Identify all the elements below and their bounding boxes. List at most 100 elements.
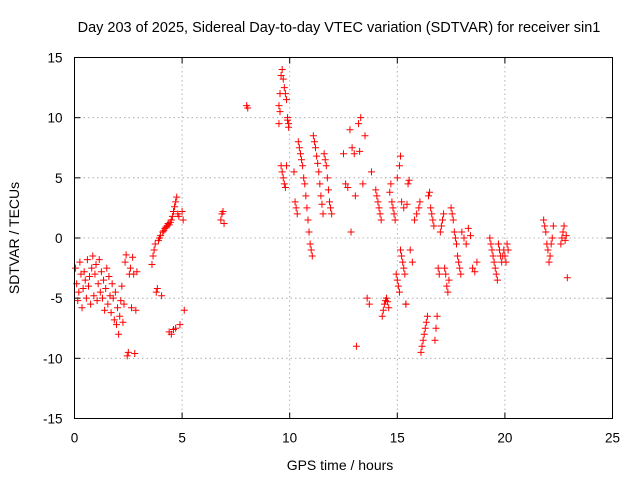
data-point: [108, 280, 116, 288]
data-point: [323, 174, 331, 182]
data-point: [176, 321, 184, 329]
data-point: [340, 150, 347, 158]
data-point: [392, 270, 400, 278]
data-point: [304, 216, 312, 224]
data-point: [86, 273, 94, 281]
data-point: [179, 216, 187, 224]
data-point: [148, 260, 156, 268]
data-point: [284, 116, 292, 124]
data-point: [450, 228, 458, 236]
data-point: [466, 232, 474, 240]
data-point: [379, 306, 387, 314]
data-point: [426, 188, 434, 196]
data-point: [444, 288, 452, 296]
data-point: [90, 292, 98, 300]
data-point: [348, 144, 356, 152]
data-point: [316, 180, 324, 188]
data-point: [279, 174, 287, 182]
data-point: [493, 276, 501, 284]
data-point: [401, 270, 409, 278]
data-point: [150, 246, 158, 254]
data-point: [217, 216, 225, 224]
data-point: [391, 216, 399, 224]
data-point: [449, 216, 457, 224]
data-point: [278, 66, 286, 74]
data-point: [295, 144, 303, 152]
data-point: [279, 75, 287, 83]
data-point: [281, 90, 289, 98]
data-point: [220, 220, 228, 228]
data-point: [431, 336, 439, 344]
data-point: [435, 270, 443, 278]
data-point: [562, 232, 570, 240]
data-point: [117, 297, 125, 305]
data-point: [402, 300, 410, 308]
data-point: [322, 162, 330, 170]
data-point: [423, 312, 431, 320]
data-point: [319, 210, 327, 218]
data-point: [376, 210, 384, 218]
y-tick-label: 10: [47, 111, 62, 126]
data-point: [357, 114, 365, 122]
data-point: [104, 300, 112, 308]
data-point: [356, 147, 364, 155]
data-point: [101, 306, 109, 314]
data-point: [473, 258, 481, 266]
data-point: [363, 294, 371, 302]
data-point: [487, 240, 495, 248]
data-point: [501, 252, 509, 260]
data-point: [298, 156, 306, 164]
data-point: [393, 276, 401, 284]
data-point: [317, 192, 325, 200]
data-point: [502, 258, 510, 266]
data-point: [437, 222, 445, 230]
data-point: [503, 240, 511, 248]
x-tick-label: 0: [71, 431, 79, 446]
data-point: [88, 264, 96, 272]
data-point: [545, 258, 553, 266]
data-point: [352, 342, 360, 350]
data-point: [74, 297, 82, 305]
data-point: [408, 258, 416, 266]
data-point: [98, 294, 106, 302]
data-point: [302, 192, 310, 200]
data-point: [299, 162, 307, 170]
data-point: [385, 304, 393, 312]
data-point: [546, 252, 554, 260]
data-point: [438, 216, 446, 224]
data-point: [454, 252, 462, 260]
data-point: [442, 270, 450, 278]
data-point: [92, 260, 100, 268]
data-point: [80, 268, 88, 276]
data-point: [389, 204, 397, 212]
data-point: [173, 193, 181, 201]
data-point: [422, 318, 430, 326]
data-point: [544, 246, 552, 254]
data-point: [436, 228, 444, 236]
data-point: [433, 312, 441, 320]
y-axis-label: SDTVAR / TECUs: [6, 182, 22, 294]
x-tick-label: 25: [605, 431, 620, 446]
data-point: [464, 224, 472, 232]
data-point: [361, 132, 369, 140]
data-point: [469, 264, 477, 272]
data-point: [563, 274, 571, 282]
data-point: [107, 309, 115, 317]
data-point: [387, 180, 395, 188]
data-point: [116, 312, 124, 320]
data-point: [282, 96, 290, 104]
data-point: [355, 120, 363, 128]
data-point: [494, 240, 502, 248]
data-point: [275, 102, 283, 110]
data-point: [425, 192, 433, 200]
chart-title: Day 203 of 2025, Sidereal Day-to-day VTE…: [78, 20, 601, 36]
data-point: [457, 270, 465, 278]
y-tick-label: -5: [50, 291, 62, 306]
data-point: [328, 210, 336, 218]
data-point: [434, 264, 442, 272]
data-point: [406, 246, 414, 254]
data-point: [404, 180, 412, 188]
data-point: [76, 258, 84, 266]
data-point: [300, 174, 308, 182]
